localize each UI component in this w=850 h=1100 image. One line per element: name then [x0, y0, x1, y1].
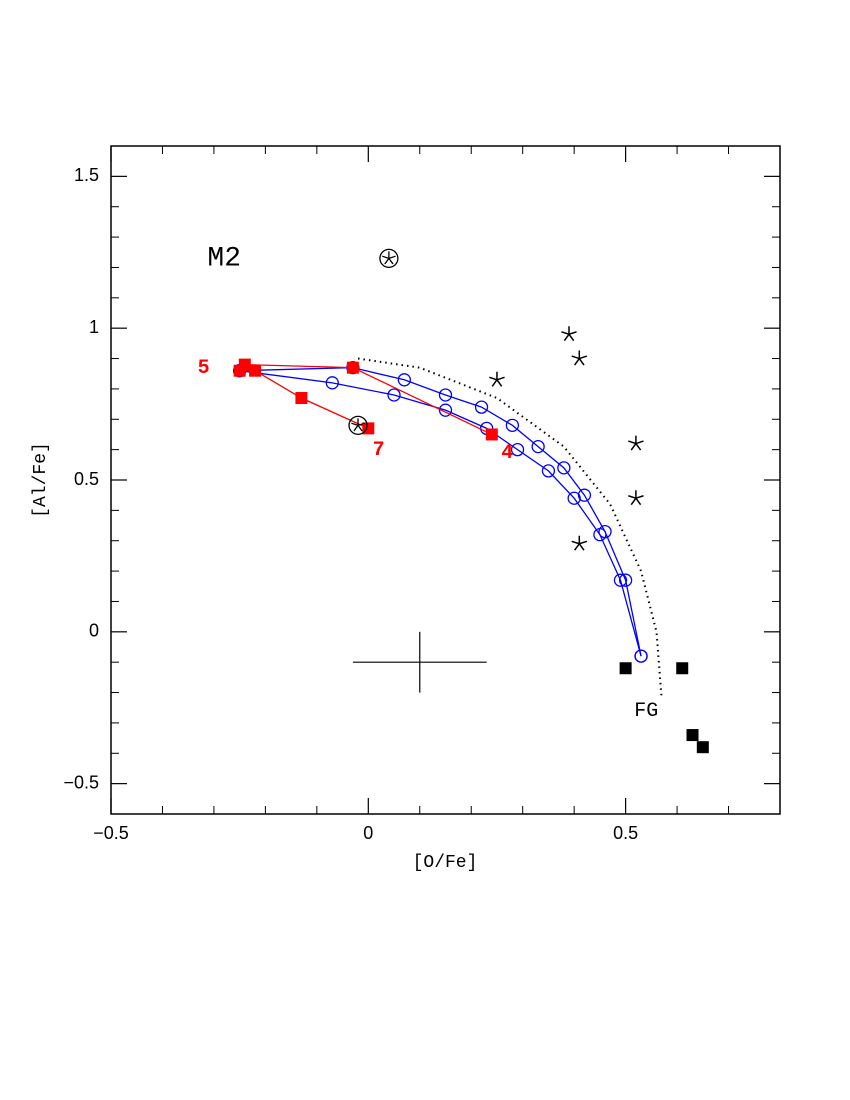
annotation: M2: [207, 244, 241, 275]
y-tick-label: 0: [89, 621, 99, 641]
circled-star-marker: [348, 415, 368, 435]
star-marker: [628, 435, 644, 451]
circle-marker: [438, 403, 453, 417]
circle-marker: [557, 461, 571, 475]
star-marker: [571, 535, 588, 551]
x-tick-label: −0.5: [93, 823, 129, 843]
marker-ring: [379, 248, 399, 268]
star-marker: [489, 371, 505, 387]
circle-marker: [541, 464, 556, 478]
star-marker: [571, 350, 588, 366]
circle-marker: [510, 442, 525, 457]
star-marker: [561, 326, 577, 342]
y-tick-label: 0.5: [74, 469, 99, 489]
x-tick-label: 0: [363, 823, 373, 843]
y-tick-label: 1.5: [74, 165, 99, 185]
series-line: [357, 357, 663, 699]
circle-marker: [593, 528, 607, 542]
circle-marker: [634, 649, 648, 663]
circled-star-marker: [379, 248, 399, 268]
circle-marker: [474, 400, 489, 414]
circle-marker: [387, 388, 401, 402]
star-marker: [628, 490, 644, 506]
square-marker: [676, 662, 689, 675]
circle-marker: [613, 573, 628, 587]
x-axis-label: [O/Fe]: [413, 853, 478, 873]
circle-marker: [505, 418, 520, 432]
marker-star: [351, 418, 365, 432]
square-marker: [346, 361, 359, 374]
circle-marker: [567, 491, 581, 505]
series-line: [239, 370, 642, 657]
annotation: FG: [634, 700, 658, 723]
square-marker: [696, 741, 709, 754]
square-marker: [619, 662, 632, 675]
y-tick-label: −0.5: [63, 772, 99, 792]
circle-marker: [618, 573, 633, 587]
circle-marker: [577, 488, 592, 502]
square-marker: [485, 428, 498, 441]
y-tick-label: 1: [89, 317, 99, 337]
circle-marker: [397, 373, 411, 387]
square-marker: [295, 392, 308, 405]
circle-marker: [438, 388, 453, 402]
marker-star: [382, 251, 396, 265]
annotation: 4: [501, 442, 513, 465]
marker-ring: [348, 415, 368, 435]
x-tick-label: 0.5: [613, 823, 638, 843]
circle-marker: [325, 376, 339, 390]
square-marker: [686, 729, 699, 742]
square-marker: [233, 364, 246, 377]
y-axis-label: [Al/Fe]: [31, 442, 51, 518]
annotation: 7: [373, 439, 385, 462]
series-line: [239, 367, 642, 657]
annotation: 5: [198, 357, 210, 380]
circle-marker: [531, 439, 545, 454]
square-marker: [249, 364, 262, 377]
